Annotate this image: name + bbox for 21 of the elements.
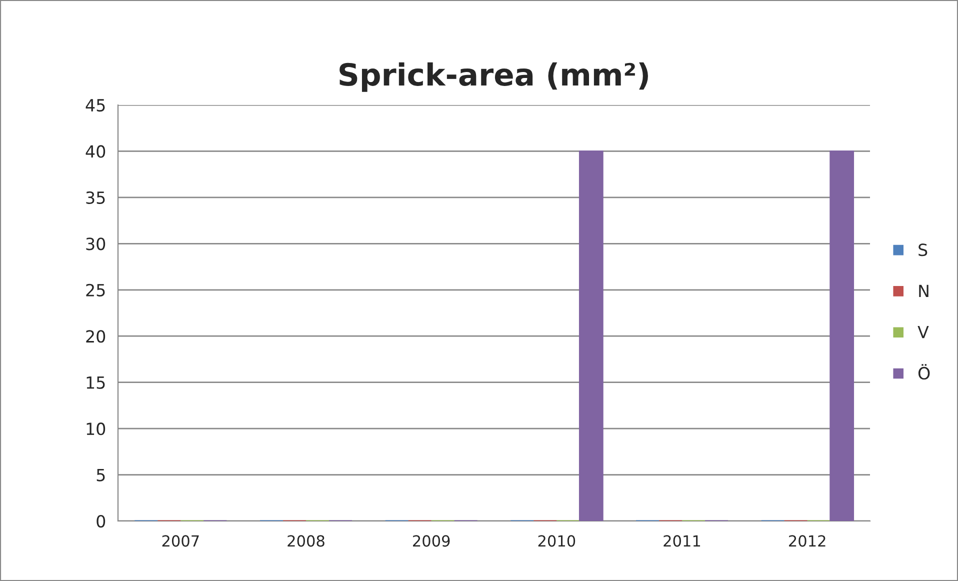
y-tick-label: 5 [96,468,105,482]
x-tick-label: 2010 [538,535,576,547]
y-tick-label: 40 [86,145,106,158]
x-tick-label: 2011 [664,535,700,547]
legend-label: N [919,284,928,298]
chart-title: Sprick-area (mm²) [340,62,648,92]
x-tick-label: 2009 [413,535,450,547]
x-tick-label: 2008 [288,535,324,547]
y-tick-label: 35 [86,191,105,204]
legend-label: V [918,326,929,338]
x-tick-label: 2012 [789,535,826,547]
y-tick-label: 30 [86,238,106,250]
x-tick-label: 2007 [162,535,199,547]
y-tick-label: 0 [96,514,106,528]
y-tick-label: 25 [86,284,105,296]
y-tick-label: 15 [86,376,105,389]
legend-label: S [918,244,928,256]
y-tick-label: 20 [86,330,106,343]
legend-label: Ö [918,364,930,380]
y-tick-label: 45 [86,99,105,112]
y-tick-label: 10 [86,422,106,436]
